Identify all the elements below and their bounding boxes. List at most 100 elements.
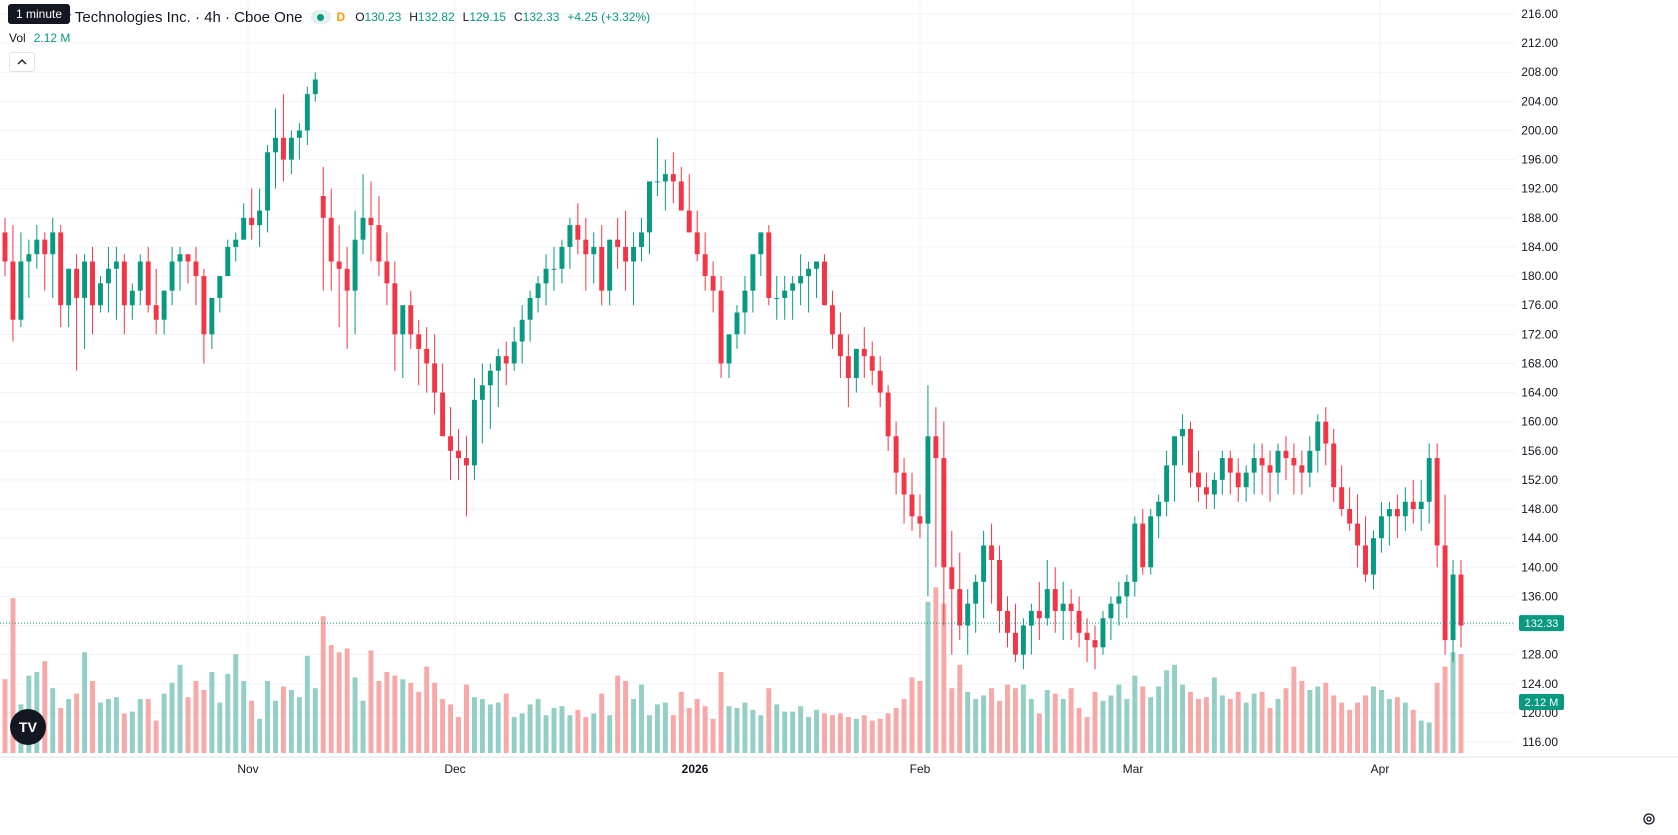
volume-bar	[615, 675, 621, 753]
x-tick-label: Mar	[1123, 762, 1144, 776]
candle	[10, 261, 16, 320]
volume-bar	[400, 679, 406, 753]
candle	[495, 356, 501, 371]
price-change: +4.25 (+3.32%)	[567, 10, 651, 24]
candle	[233, 239, 239, 247]
candle	[257, 210, 263, 226]
volume-bar	[774, 704, 780, 753]
volume-bar	[519, 713, 525, 753]
candle	[217, 276, 223, 298]
candle	[1124, 581, 1130, 597]
candle	[615, 239, 621, 247]
volume-bar	[726, 706, 732, 753]
candle	[1012, 632, 1018, 655]
candle	[702, 254, 708, 277]
volume-bar	[113, 697, 119, 753]
volume-label: Vol	[9, 31, 26, 45]
volume-bar	[758, 715, 764, 753]
candle	[1426, 458, 1432, 502]
volume-bar	[997, 700, 1003, 753]
volume-bar	[376, 681, 382, 753]
candle	[1267, 465, 1273, 473]
volume-bar	[1251, 693, 1257, 753]
data-badge[interactable]: D	[336, 10, 346, 24]
candle	[344, 268, 350, 291]
volume-legend[interactable]: Vol 2.12 M	[9, 31, 70, 45]
candle	[296, 130, 302, 138]
candle	[901, 472, 907, 495]
volume-bar	[10, 598, 16, 753]
candle	[639, 232, 644, 247]
candle	[1323, 421, 1329, 444]
volume-bar	[1450, 652, 1456, 753]
candle	[567, 225, 573, 247]
y-tick-label: 216.00	[1521, 7, 1558, 21]
candle	[814, 261, 820, 269]
candle	[1299, 465, 1305, 473]
candle	[281, 137, 286, 160]
candle	[543, 268, 549, 284]
volume-bar	[296, 697, 302, 753]
symbol-title[interactable]: r Technologies Inc. · 4h · Cboe One	[66, 8, 303, 26]
volume-bar	[58, 708, 64, 753]
volume-bar	[877, 718, 883, 753]
volume-bar	[1060, 699, 1066, 753]
candle	[1235, 472, 1241, 488]
candle	[909, 494, 915, 517]
candle	[686, 210, 692, 233]
volume-bar	[1259, 691, 1265, 753]
volume-bar	[1355, 702, 1361, 753]
tradingview-logo-icon[interactable]: TV	[10, 709, 46, 745]
volume-bar	[503, 693, 509, 753]
volume-bar	[1386, 699, 1392, 753]
candle	[710, 276, 716, 291]
candle	[18, 261, 24, 320]
volume-bar	[1092, 691, 1098, 753]
candle	[1044, 589, 1050, 619]
candle	[193, 261, 199, 277]
candle	[161, 290, 167, 320]
candle	[1434, 458, 1440, 546]
time-axis[interactable]: Nov Dec 2026 Feb Mar Apr	[237, 762, 1389, 776]
candle	[1291, 458, 1297, 466]
candle	[623, 246, 629, 262]
volume-bar	[408, 682, 414, 753]
volume-bar	[639, 684, 644, 753]
volume-bar	[511, 717, 517, 753]
volume-bar	[1116, 684, 1122, 753]
candle	[853, 348, 859, 378]
price-axis[interactable]: 216.00 212.00 208.00 204.00 200.00 196.00 192.…	[1521, 7, 1558, 749]
candle	[320, 196, 326, 218]
volume-bar	[161, 693, 167, 753]
volume-bar	[869, 720, 875, 753]
gear-icon[interactable]	[1642, 812, 1656, 829]
y-tick-label: 180.00	[1521, 269, 1558, 283]
symbol-legend[interactable]: r Technologies Inc. · 4h · Cboe One D O1…	[8, 8, 650, 26]
volume-bar	[42, 661, 48, 753]
volume-bar	[153, 720, 159, 753]
ohlc-low: L129.15	[462, 10, 507, 24]
candle	[1227, 458, 1233, 473]
volume-bar	[344, 648, 350, 753]
volume-bar	[734, 708, 740, 753]
last-price-markers: 132.33 2.12 M	[0, 615, 1564, 710]
candle	[1378, 516, 1384, 539]
candle	[726, 334, 732, 364]
volume-bar	[718, 672, 724, 753]
volume-bar	[527, 704, 533, 753]
market-status-icon[interactable]	[310, 10, 331, 24]
candle	[559, 246, 565, 269]
chevron-up-icon[interactable]	[9, 52, 35, 72]
volume-bar	[551, 708, 557, 753]
interval-tooltip: 1 minute	[8, 4, 71, 24]
candle	[599, 246, 605, 291]
candle	[989, 545, 995, 560]
y-tick-label: 164.00	[1521, 386, 1558, 400]
candle	[384, 261, 390, 284]
candle	[925, 436, 931, 524]
y-tick-label: 212.00	[1521, 36, 1558, 50]
y-tick-label: 156.00	[1521, 444, 1558, 458]
candle	[34, 239, 40, 255]
candle	[1339, 487, 1345, 510]
